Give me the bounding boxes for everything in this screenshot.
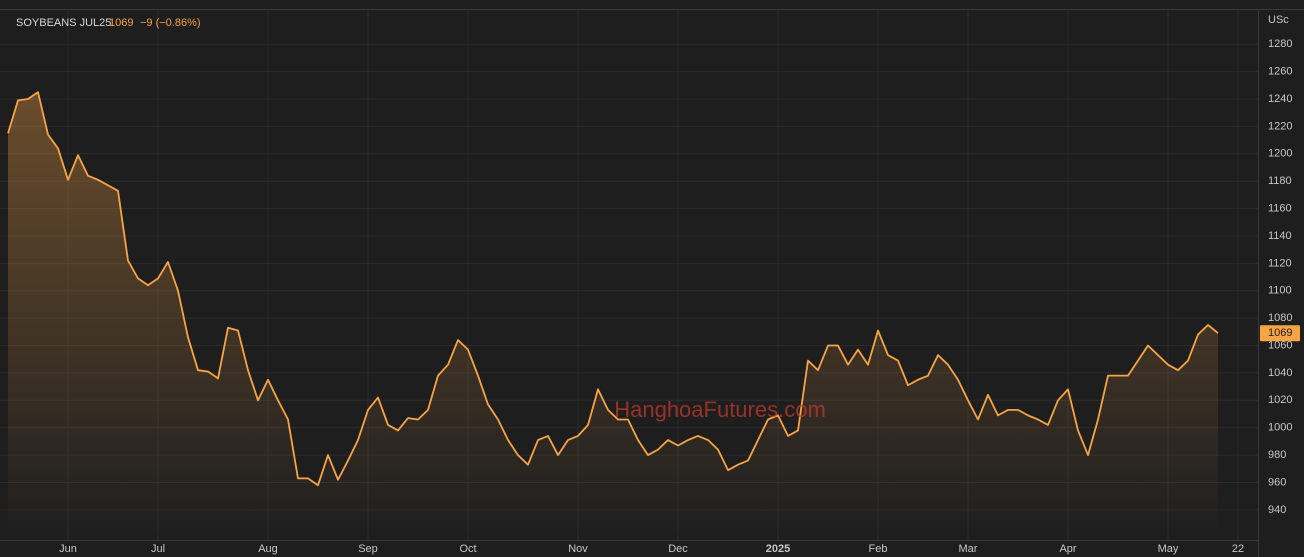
y-tick-label: 1120 bbox=[1268, 257, 1292, 269]
price-tag bbox=[1260, 325, 1300, 342]
x-tick-label: Sep bbox=[358, 543, 378, 555]
x-tick-label: Feb bbox=[869, 543, 888, 555]
y-tick-label: 1100 bbox=[1268, 285, 1292, 297]
x-tick-label: Jun bbox=[59, 543, 77, 555]
y-tick-label: 1040 bbox=[1268, 367, 1292, 379]
y-tick-label: 980 bbox=[1268, 449, 1286, 461]
x-tick-label: 22 bbox=[1232, 543, 1244, 555]
y-tick-label: 1020 bbox=[1268, 394, 1292, 406]
x-tick-label: Nov bbox=[568, 543, 588, 555]
y-tick-label: 1240 bbox=[1268, 93, 1292, 105]
y-tick-label: 1160 bbox=[1268, 202, 1292, 214]
x-tick-label: Aug bbox=[258, 543, 278, 555]
y-tick-label: 1220 bbox=[1268, 120, 1292, 132]
y-tick-label: 1180 bbox=[1268, 175, 1292, 187]
y-tick-label: 940 bbox=[1268, 504, 1286, 516]
x-tick-label: 2025 bbox=[766, 543, 790, 555]
price-unit: USc bbox=[1268, 14, 1289, 26]
y-tick-label: 1140 bbox=[1268, 230, 1292, 242]
x-tick-label: Apr bbox=[1059, 543, 1076, 555]
last-price: 1069 bbox=[109, 17, 133, 29]
x-tick-label: May bbox=[1158, 543, 1179, 555]
y-tick-label: 1260 bbox=[1268, 66, 1292, 78]
price-change: −9 (−0.86%) bbox=[140, 17, 201, 29]
price-tag-label: 1069 bbox=[1268, 327, 1292, 339]
plot bbox=[7, 91, 1219, 541]
watermark: HanghoaFutures.com bbox=[614, 397, 826, 422]
y-tick-label: 1000 bbox=[1268, 422, 1292, 434]
x-tick-label: Mar bbox=[959, 543, 978, 555]
y-tick-label: 1080 bbox=[1268, 312, 1292, 324]
price-line bbox=[7, 91, 1219, 487]
x-tick-label: Jul bbox=[151, 543, 165, 555]
area-fill bbox=[8, 92, 1218, 541]
x-tick-label: Dec bbox=[668, 543, 688, 555]
symbol-title: SOYBEANS JUL25 bbox=[16, 17, 111, 29]
y-tick-label: 1280 bbox=[1268, 38, 1292, 50]
axes: 940 960 980 1000 1020 1040 1060 1080 1100 1120 114… bbox=[59, 38, 1300, 555]
y-tick-label: 960 bbox=[1268, 476, 1286, 488]
y-tick-label: 1060 bbox=[1268, 339, 1292, 351]
y-tick-label: 1200 bbox=[1268, 148, 1292, 160]
x-tick-label: Oct bbox=[459, 543, 476, 555]
